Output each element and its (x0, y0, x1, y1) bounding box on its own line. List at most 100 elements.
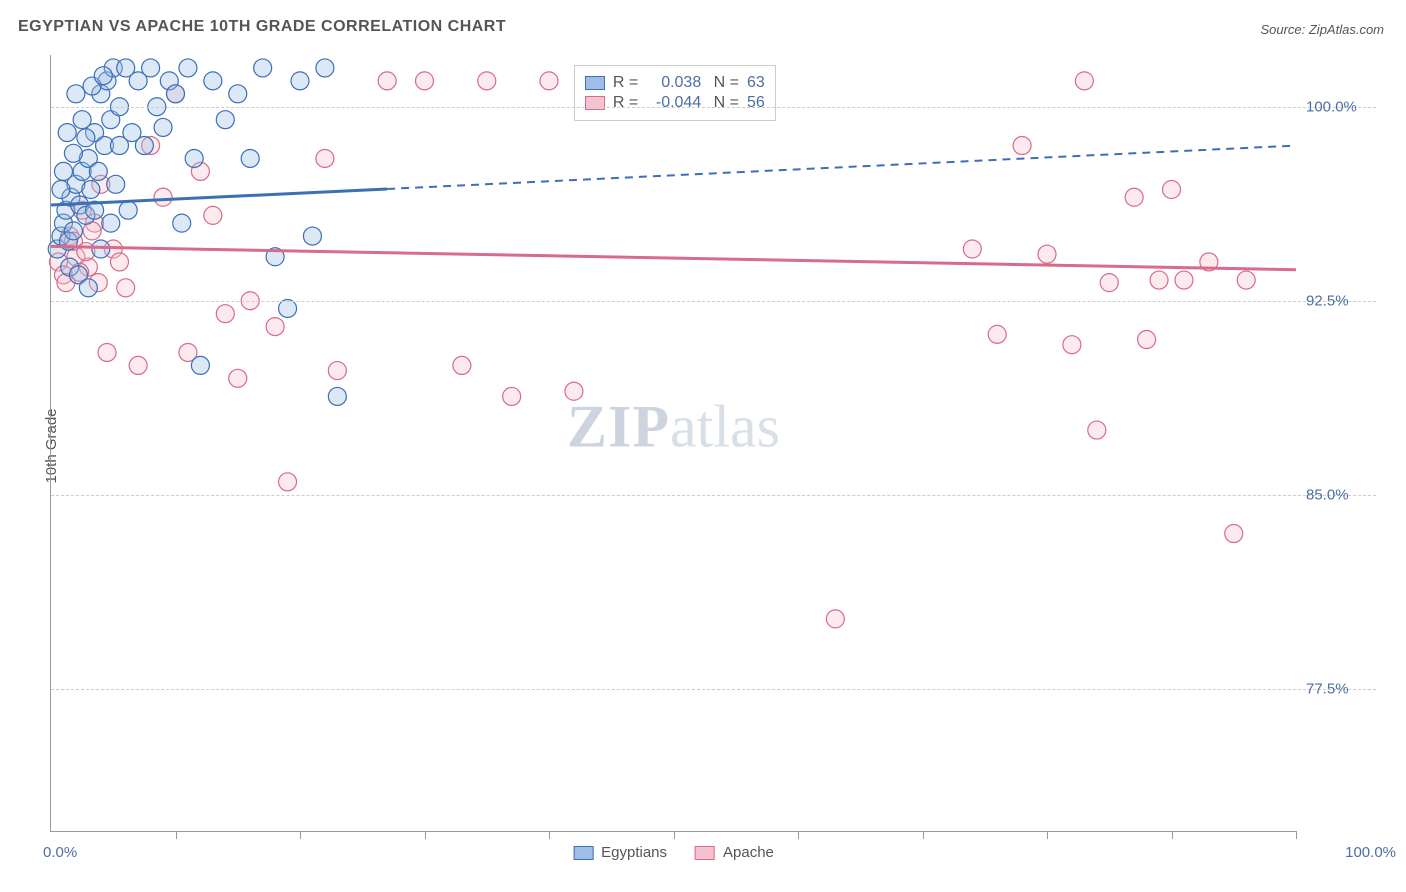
legend-item-apache: Apache (695, 844, 774, 861)
data-point (988, 325, 1006, 343)
trend-line-dashed (387, 146, 1296, 189)
stats-row-apache: R = -0.044 N = 56 (585, 94, 765, 112)
data-point (328, 387, 346, 405)
data-point (279, 299, 297, 317)
data-point (229, 369, 247, 387)
swatch-apache (585, 96, 605, 110)
stats-row-egyptians: R = 0.038 N = 63 (585, 74, 765, 92)
data-point (453, 356, 471, 374)
r-value-apache: -0.044 (646, 94, 701, 112)
data-point (1013, 137, 1031, 155)
gridline (51, 495, 1376, 496)
data-point (1225, 525, 1243, 543)
legend-label-egyptians: Egyptians (601, 844, 667, 861)
x-tick (1172, 831, 1173, 839)
legend-swatch-apache (695, 846, 715, 860)
data-point (1075, 72, 1093, 90)
data-point (129, 356, 147, 374)
data-point (102, 214, 120, 232)
trend-line-solid (51, 246, 1296, 269)
data-point (98, 343, 116, 361)
data-point (254, 59, 272, 77)
data-point (1237, 271, 1255, 289)
data-point (204, 72, 222, 90)
chart-title: EGYPTIAN VS APACHE 10TH GRADE CORRELATIO… (18, 18, 506, 36)
gridline (51, 689, 1376, 690)
data-point (565, 382, 583, 400)
data-point (89, 162, 107, 180)
x-tick (923, 831, 924, 839)
data-point (167, 85, 185, 103)
data-point (94, 67, 112, 85)
data-point (154, 118, 172, 136)
gridline (51, 107, 1376, 108)
legend-label-apache: Apache (723, 844, 774, 861)
data-point (67, 85, 85, 103)
data-point (154, 188, 172, 206)
r-value-egyptians: 0.038 (646, 74, 701, 92)
legend-swatch-egyptians (573, 846, 593, 860)
data-point (110, 253, 128, 271)
n-value-apache: 56 (747, 94, 765, 112)
data-point (64, 144, 82, 162)
chart-svg (51, 55, 1296, 831)
data-point (241, 149, 259, 167)
x-tick (176, 831, 177, 839)
data-point (73, 111, 91, 129)
data-point (316, 149, 334, 167)
plot-area: ZIPatlas R = 0.038 N = 63 R = -0.044 N =… (50, 55, 1296, 832)
data-point (1138, 331, 1156, 349)
stats-legend-box: R = 0.038 N = 63 R = -0.044 N = 56 (574, 65, 776, 121)
data-point (191, 356, 209, 374)
data-point (266, 318, 284, 336)
data-point (110, 137, 128, 155)
data-point (82, 181, 100, 199)
data-point (142, 59, 160, 77)
data-point (416, 72, 434, 90)
y-tick-label: 100.0% (1306, 98, 1376, 115)
data-point (378, 72, 396, 90)
data-point (1088, 421, 1106, 439)
data-point (503, 387, 521, 405)
data-point (540, 72, 558, 90)
x-tick (798, 831, 799, 839)
data-point (229, 85, 247, 103)
data-point (1100, 274, 1118, 292)
data-point (478, 72, 496, 90)
data-point (135, 137, 153, 155)
x-axis-max-label: 100.0% (1345, 844, 1396, 861)
swatch-egyptians (585, 76, 605, 90)
data-point (52, 181, 70, 199)
data-point (173, 214, 191, 232)
data-point (54, 162, 72, 180)
data-point (291, 72, 309, 90)
x-tick (1296, 831, 1297, 839)
legend-item-egyptians: Egyptians (573, 844, 667, 861)
x-tick (425, 831, 426, 839)
data-point (826, 610, 844, 628)
x-tick (1047, 831, 1048, 839)
data-point (204, 206, 222, 224)
data-point (79, 279, 97, 297)
data-point (119, 201, 137, 219)
data-point (1063, 336, 1081, 354)
data-point (1125, 188, 1143, 206)
x-tick (549, 831, 550, 839)
data-point (279, 473, 297, 491)
data-point (1038, 245, 1056, 263)
data-point (107, 175, 125, 193)
chart-container: EGYPTIAN VS APACHE 10TH GRADE CORRELATIO… (0, 0, 1406, 892)
n-value-egyptians: 63 (747, 74, 765, 92)
data-point (216, 111, 234, 129)
data-point (77, 129, 95, 147)
data-point (185, 149, 203, 167)
x-tick (300, 831, 301, 839)
data-point (328, 362, 346, 380)
data-point (316, 59, 334, 77)
data-point (963, 240, 981, 258)
data-point (117, 279, 135, 297)
y-tick-label: 85.0% (1306, 486, 1376, 503)
data-point (216, 305, 234, 323)
data-point (58, 124, 76, 142)
bottom-legend: Egyptians Apache (573, 844, 774, 861)
